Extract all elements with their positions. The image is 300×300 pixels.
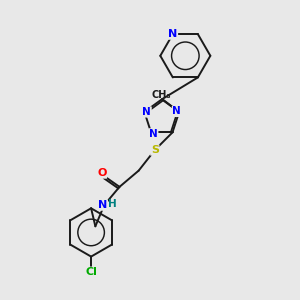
Text: N: N (149, 129, 158, 139)
Text: Cl: Cl (85, 267, 97, 277)
Text: N: N (168, 29, 177, 39)
Text: N: N (172, 106, 181, 116)
Text: S: S (151, 145, 159, 155)
Text: CH₃: CH₃ (152, 90, 171, 100)
Text: N: N (142, 107, 151, 117)
Text: N: N (98, 200, 107, 210)
Text: O: O (97, 168, 106, 178)
Text: H: H (108, 199, 117, 209)
